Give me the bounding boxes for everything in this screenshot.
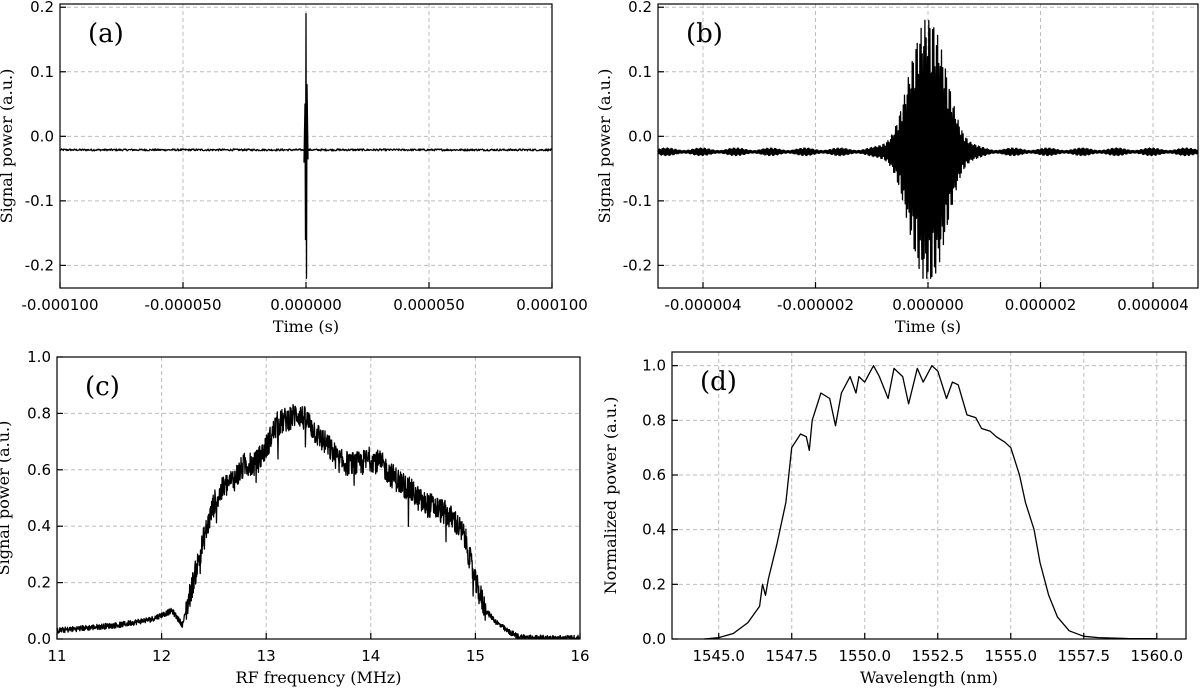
panel-c: 11 12 13 14 15 16 0.0 0.2 0.4 0.6 0.8 1.0 RF frequen…	[0, 348, 590, 687]
x-tick-label: 0.000004	[1117, 296, 1189, 314]
plot-frame	[56, 356, 581, 640]
y-tick-label: 0.2	[642, 575, 666, 593]
panel-d: 1545.0 1547.5 1550.0 1552.5 1555.0 1557.5 1560…	[601, 351, 1187, 687]
y-tick-label: 0.2	[27, 574, 51, 592]
y-tick-label: 1.0	[642, 357, 666, 375]
y-tick-label: 0.1	[628, 63, 652, 81]
data-trace	[704, 365, 1157, 640]
data-trace	[59, 13, 553, 279]
x-tick-label: 15	[466, 647, 485, 665]
y-tick-label: -0.2	[25, 256, 54, 274]
x-tick-label: 12	[152, 647, 171, 665]
x-tick-label: 0.000050	[393, 296, 465, 314]
y-tick-label: -0.1	[623, 192, 652, 210]
x-axis-label: Time (s)	[895, 317, 961, 336]
y-tick-label: 0.4	[642, 521, 666, 539]
y-tick-label: 0.4	[27, 517, 51, 535]
y-axis-label: Signal power (a.u.)	[0, 69, 16, 224]
y-tick-label: -0.2	[623, 256, 652, 274]
x-axis-label: Wavelength (nm)	[860, 668, 998, 687]
x-tick-label: 16	[570, 647, 589, 665]
panel-label: (a)	[88, 19, 124, 49]
y-axis-label: Signal power (a.u.)	[0, 421, 13, 576]
y-tick-label: 0.2	[628, 0, 652, 16]
data-trace	[56, 404, 581, 640]
x-tick-label: -0.000002	[777, 296, 854, 314]
x-tick-label: 1547.5	[765, 647, 818, 665]
y-tick-label: -0.1	[25, 192, 54, 210]
x-tick-label: 0.000100	[516, 296, 588, 314]
panel-b: -0.000004 -0.000002 0.000000 0.000002 0.0000…	[595, 0, 1199, 336]
x-tick-label: 1560.0	[1131, 647, 1184, 665]
x-tick-label: 0.000000	[892, 296, 964, 314]
x-tick-label: 1545.0	[692, 647, 745, 665]
plot-frame	[671, 351, 1187, 640]
x-tick-label: 1552.5	[912, 647, 965, 665]
panel-a: -0.000100 -0.000050 0.000000 0.000050 0.0001…	[0, 0, 588, 336]
y-axis-label: Signal power (a.u.)	[595, 69, 614, 224]
x-tick-label: -0.000050	[145, 296, 222, 314]
y-tick-label: 1.0	[27, 348, 51, 366]
x-tick-label: 1550.0	[839, 647, 892, 665]
y-tick-label: 0.0	[30, 127, 54, 145]
x-tick-label: 1555.0	[985, 647, 1038, 665]
x-axis-label: RF frequency (MHz)	[236, 668, 402, 687]
y-axis-label: Normalized power (a.u.)	[601, 397, 620, 595]
x-tick-label: 0.000000	[270, 296, 342, 314]
y-tick-label: 0.2	[30, 0, 54, 16]
panel-label: (d)	[700, 367, 737, 397]
y-tick-label: 0.6	[27, 461, 51, 479]
y-tick-label: 0.0	[628, 127, 652, 145]
y-tick-label: 0.1	[30, 63, 54, 81]
x-tick-label: -0.000004	[665, 296, 742, 314]
y-tick-label: 0.0	[642, 630, 666, 648]
x-tick-label: 0.000002	[1005, 296, 1077, 314]
y-tick-label: 0.6	[642, 466, 666, 484]
y-tick-label: 0.0	[27, 630, 51, 648]
y-tick-label: 0.8	[642, 411, 666, 429]
panel-label: (c)	[85, 372, 120, 402]
x-tick-label: 1557.5	[1058, 647, 1111, 665]
x-axis-label: Time (s)	[273, 317, 339, 336]
data-trace	[657, 19, 1199, 279]
x-tick-label: 13	[257, 647, 276, 665]
x-tick-label: 14	[361, 647, 380, 665]
y-tick-label: 0.8	[27, 404, 51, 422]
x-tick-label: 11	[47, 647, 66, 665]
x-tick-label: -0.000100	[22, 296, 99, 314]
panel-label: (b)	[686, 19, 723, 49]
